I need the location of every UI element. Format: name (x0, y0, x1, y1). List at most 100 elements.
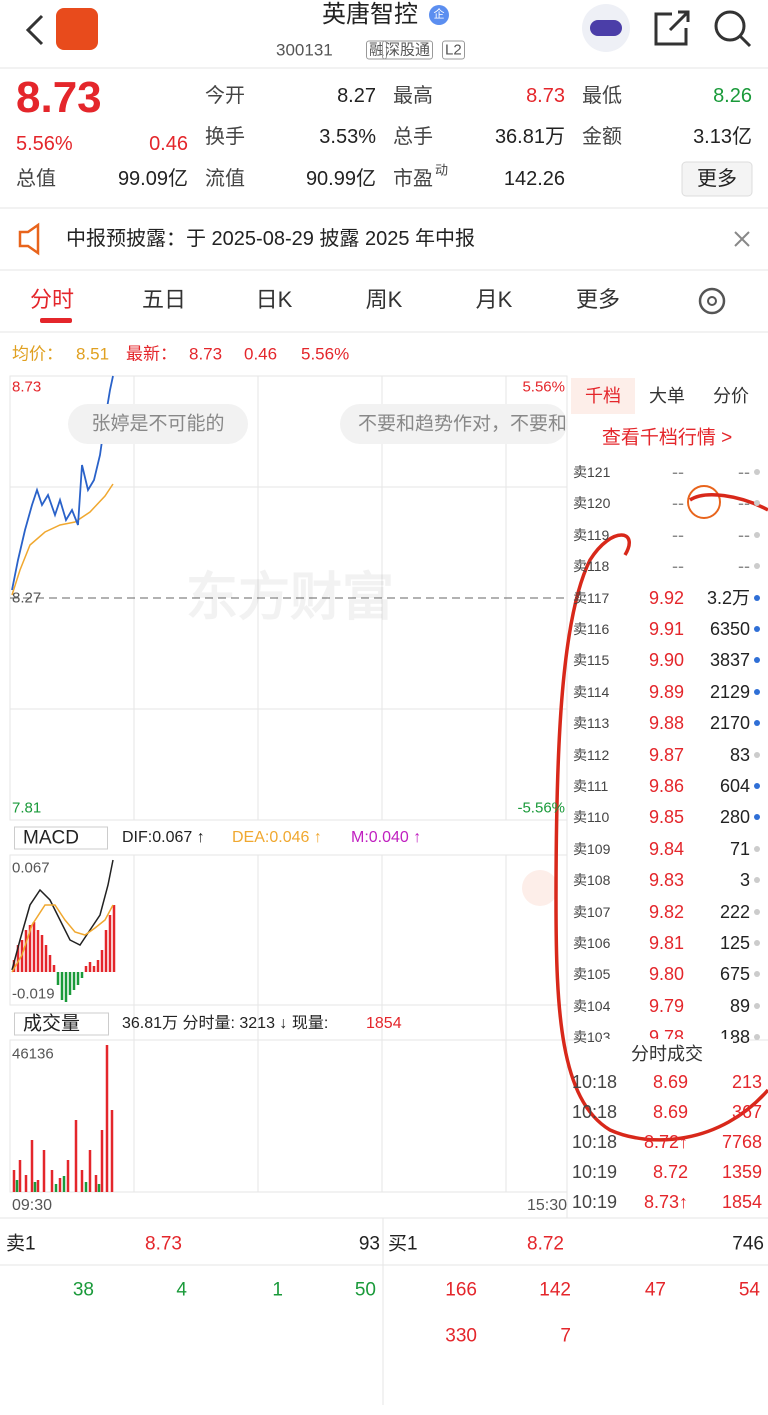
ask-label: 卖114 (573, 683, 610, 700)
bid-order: 54 (738, 1279, 760, 1301)
tag: 深股通 (382, 40, 434, 60)
stat-value: 142.26 (503, 168, 565, 190)
stat-label: 金额 (582, 126, 622, 148)
macd-dea: DEA:0.046 ↑ (232, 829, 322, 846)
last-value: 8.73 (189, 344, 223, 364)
trade-volume: 213 (731, 1072, 762, 1092)
ask-order: 1 (272, 1279, 283, 1301)
ask-label: 卖108 (573, 872, 611, 889)
ask-volume: 71 (729, 838, 750, 859)
dot (754, 563, 760, 570)
dot (754, 751, 760, 758)
ask-volume: 3 (739, 870, 750, 891)
ask-price: 9.86 (648, 776, 684, 796)
ask-price: 9.81 (648, 933, 684, 953)
axis-max: 0.067 (12, 859, 50, 877)
ask-label: 卖105 (573, 966, 611, 983)
ask-price: 9.82 (648, 901, 684, 922)
ask-label: 卖113 (573, 715, 610, 732)
ask-volume: 3.2万 (706, 587, 750, 608)
stat-label: 最低 (582, 85, 622, 107)
price: 8.73 (16, 73, 102, 122)
dot (754, 1034, 760, 1041)
bid1-volume: 746 (732, 1233, 764, 1255)
volume-summary: 36.81万 分时量: 3213 ↓ 现量: (122, 1015, 329, 1032)
ask-volume: 125 (719, 933, 750, 953)
ask-label: 卖110 (573, 809, 610, 826)
change: 0.46 (244, 344, 278, 364)
dot (754, 908, 760, 915)
trade-time: 10:19 (572, 1192, 618, 1212)
tab[interactable]: 分时 (29, 287, 75, 312)
book-tab[interactable]: 分价 (713, 386, 749, 406)
dot (754, 594, 760, 601)
stat-value: 99.09亿 (117, 168, 188, 190)
book-tab[interactable]: 大单 (649, 386, 685, 406)
dot (754, 1002, 760, 1009)
ask-price: 9.80 (648, 964, 684, 985)
tab[interactable]: 日K (255, 287, 293, 312)
comment: 不要和趋势作对，不要和 (358, 414, 565, 434)
ask-volume: 2129 (709, 681, 750, 702)
ask-price: 9.83 (648, 870, 684, 891)
ask-price: 9.88 (648, 713, 684, 734)
ask-price: -- (672, 524, 684, 545)
bid-order: 7 (560, 1325, 571, 1347)
book-link[interactable]: 查看千档行情 > (601, 427, 733, 449)
ask-label: 卖117 (573, 589, 610, 606)
trades-title: 分时成交 (601, 1039, 733, 1069)
dot (754, 720, 760, 727)
ask-volume: -- (738, 556, 750, 577)
stat-label-sup: 动 (435, 162, 449, 178)
bid-order: 47 (644, 1279, 666, 1301)
trade-time: 10:19 (572, 1162, 618, 1182)
stat-label: 总值 (16, 168, 56, 190)
bid1-price: 8.72 (527, 1233, 564, 1255)
stock-name: 英唐智控 (322, 1, 418, 28)
tab[interactable]: 更多 (575, 287, 621, 312)
ask-price: 9.84 (648, 838, 684, 859)
trade-price: 8.73↑ (643, 1192, 688, 1212)
ask-volume: -- (738, 524, 750, 545)
macd-dif: DIF:0.067 ↑ (122, 829, 205, 846)
ask-volume: 604 (719, 776, 750, 796)
trade-volume: 1359 (721, 1162, 762, 1182)
time-start: 09:30 (12, 1197, 53, 1214)
stat-label: 流值 (205, 168, 245, 190)
ask-label: 卖112 (573, 746, 610, 763)
ask-label: 卖107 (573, 903, 611, 920)
stat-value: 8.73 (526, 85, 565, 107)
trade-volume: 367 (731, 1102, 762, 1122)
indicator-select[interactable]: 成交量 (14, 1012, 110, 1036)
ask1-volume: 93 (358, 1233, 380, 1255)
trade-price: 8.69 (652, 1072, 688, 1092)
ask-label: 卖104 (573, 997, 611, 1014)
tab[interactable]: 周K (365, 287, 403, 312)
book-tab[interactable]: 千档 (585, 386, 621, 406)
ask-volume: 222 (719, 901, 750, 922)
tab[interactable]: 五日 (141, 287, 187, 312)
ask-label: 卖118 (573, 558, 610, 575)
axis-low: 7.81 (12, 799, 42, 817)
ask-volume: 2170 (709, 713, 750, 734)
bid1-label: 买1 (388, 1233, 418, 1255)
notice: 中报预披露：于 2025-08-29 披露 2025 年中报 (66, 228, 476, 250)
tab[interactable]: 月K (475, 287, 513, 312)
more-button[interactable]: 更多 (697, 168, 737, 190)
indicator-select[interactable]: MACD (14, 826, 108, 850)
stat-value: 36.81万 (494, 126, 565, 148)
dot (754, 971, 760, 978)
dot (754, 626, 760, 632)
ask-label: 卖120 (573, 495, 611, 512)
ask-price: 9.79 (648, 995, 684, 1016)
dot (754, 814, 760, 821)
trade-time: 10:18 (572, 1072, 618, 1092)
ask-label: 卖116 (573, 621, 610, 637)
axis-max: 46136 (12, 1045, 54, 1063)
avg-value: 8.51 (76, 344, 110, 364)
ask-label: 卖106 (573, 935, 611, 951)
dot (754, 500, 760, 507)
ask-price: 9.87 (648, 744, 684, 765)
